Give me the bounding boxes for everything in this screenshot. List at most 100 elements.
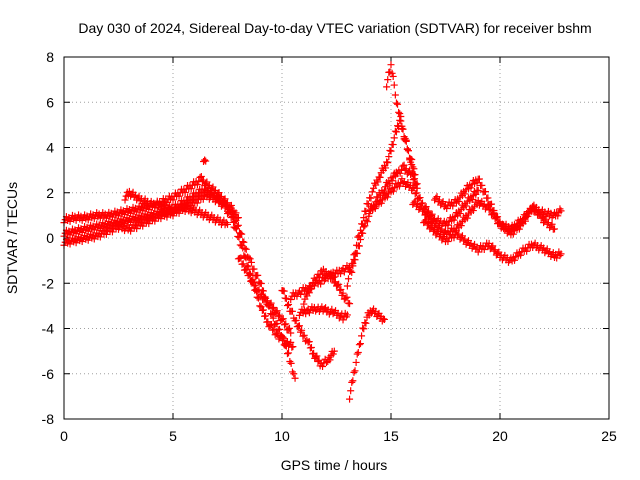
data-point (187, 196, 195, 204)
data-point (273, 307, 281, 315)
data-point (468, 195, 476, 203)
data-point (402, 137, 410, 145)
data-point (66, 217, 74, 225)
y-tick-label: 0 (46, 230, 54, 246)
data-point (530, 201, 538, 209)
data-point (360, 325, 368, 333)
data-point (242, 245, 250, 253)
data-point (457, 222, 465, 230)
data-point (284, 325, 292, 333)
data-point (557, 250, 565, 258)
data-point (326, 356, 334, 364)
data-point (463, 214, 471, 222)
data-point (413, 180, 421, 188)
data-point (351, 367, 359, 375)
data-point (418, 207, 426, 215)
data-point (246, 255, 254, 263)
data-point (133, 225, 141, 233)
data-point (350, 368, 358, 376)
data-point (531, 207, 539, 215)
data-point (396, 116, 404, 124)
data-point (193, 181, 201, 189)
data-point (266, 322, 274, 330)
x-tick-label: 15 (383, 428, 399, 444)
data-point (462, 240, 470, 248)
data-point (90, 235, 98, 243)
data-point (472, 190, 480, 198)
data-point (367, 194, 375, 202)
data-point (450, 234, 458, 242)
data-point (390, 134, 398, 142)
data-point (235, 233, 243, 241)
data-point (259, 306, 267, 314)
data-point (257, 290, 265, 298)
y-tick-label: 4 (46, 140, 54, 156)
data-point (305, 309, 313, 317)
data-point (84, 236, 92, 244)
data-point (285, 301, 293, 309)
axis-ticks: 0 5 10 15 20 25 -8 -6 -4 -2 0 2 4 6 8 (42, 49, 617, 444)
data-point (233, 225, 241, 233)
data-point (108, 228, 116, 236)
data-point (339, 289, 347, 297)
data-point (383, 193, 391, 201)
data-point (415, 194, 423, 202)
data-point (362, 319, 370, 327)
data-point (298, 326, 306, 334)
data-point (511, 256, 519, 264)
data-point (202, 157, 210, 165)
data-point (354, 348, 362, 356)
data-point (247, 258, 255, 266)
data-point (248, 276, 256, 284)
data-point (397, 113, 405, 121)
data-point (224, 202, 231, 210)
data-point (262, 298, 270, 306)
data-point (388, 177, 396, 185)
data-point (299, 332, 307, 340)
data-point (261, 293, 269, 301)
data-point (326, 270, 334, 278)
data-point (181, 188, 189, 196)
data-point (427, 223, 435, 231)
data-point (385, 153, 393, 161)
data-point (327, 269, 335, 277)
data-point (339, 316, 347, 324)
data-point (347, 267, 355, 275)
data-point (429, 216, 437, 224)
data-point (193, 192, 201, 200)
data-point (368, 188, 376, 196)
data-point (319, 363, 327, 371)
data-point (377, 199, 385, 207)
data-point (285, 324, 293, 332)
data-point (175, 204, 183, 212)
data-point (292, 316, 300, 324)
data-point (480, 246, 488, 254)
data-point (456, 210, 464, 218)
data-point (392, 128, 400, 136)
data-point (355, 341, 363, 349)
data-point (455, 197, 463, 205)
data-point (280, 321, 288, 329)
data-point (391, 127, 399, 135)
data-point (313, 352, 321, 360)
y-tick-label: -8 (42, 411, 55, 427)
y-tick-label: 2 (46, 185, 54, 201)
data-point (300, 300, 308, 308)
data-point (450, 216, 458, 224)
data-point (509, 230, 517, 238)
data-point (374, 178, 382, 186)
data-point (254, 287, 262, 295)
data-point (96, 233, 104, 241)
data-point (279, 315, 287, 323)
data-point (287, 329, 295, 337)
data-point (386, 146, 394, 154)
data-point (256, 302, 264, 310)
data-point (400, 161, 408, 169)
x-tick-label: 5 (169, 428, 177, 444)
data-point (490, 206, 498, 214)
data-point (467, 184, 475, 192)
y-tick-label: 6 (46, 94, 54, 110)
data-point (307, 344, 315, 352)
data-point (288, 307, 296, 315)
data-point (215, 189, 223, 197)
